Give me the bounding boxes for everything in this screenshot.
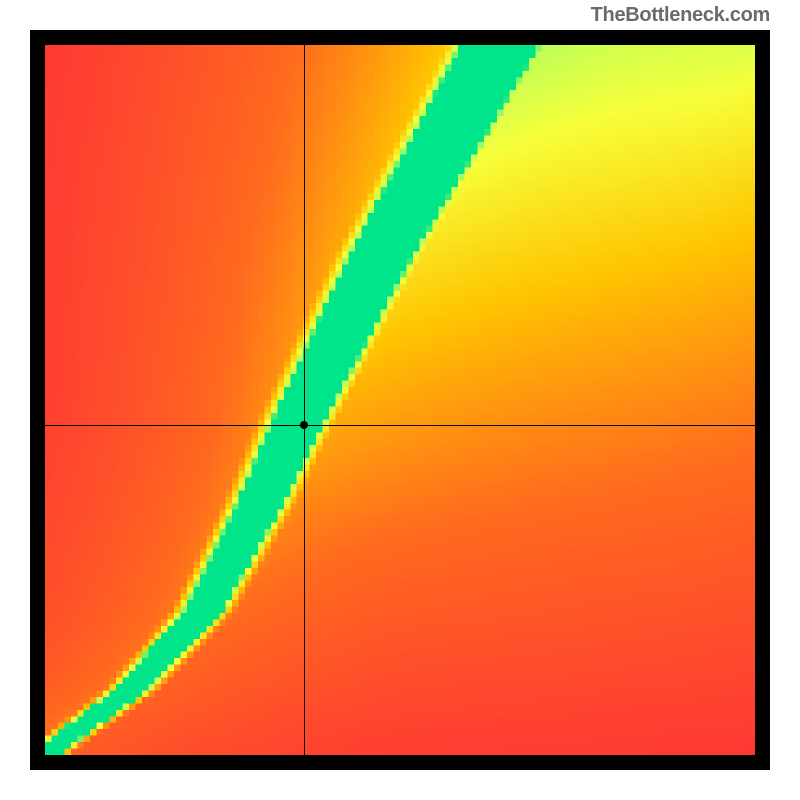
heatmap-canvas	[45, 45, 755, 755]
crosshair-horizontal	[45, 425, 755, 426]
marker-dot	[300, 421, 308, 429]
chart-frame	[30, 30, 770, 770]
watermark-text: TheBottleneck.com	[591, 4, 770, 27]
crosshair-vertical	[304, 45, 305, 755]
plot-area	[45, 45, 755, 755]
